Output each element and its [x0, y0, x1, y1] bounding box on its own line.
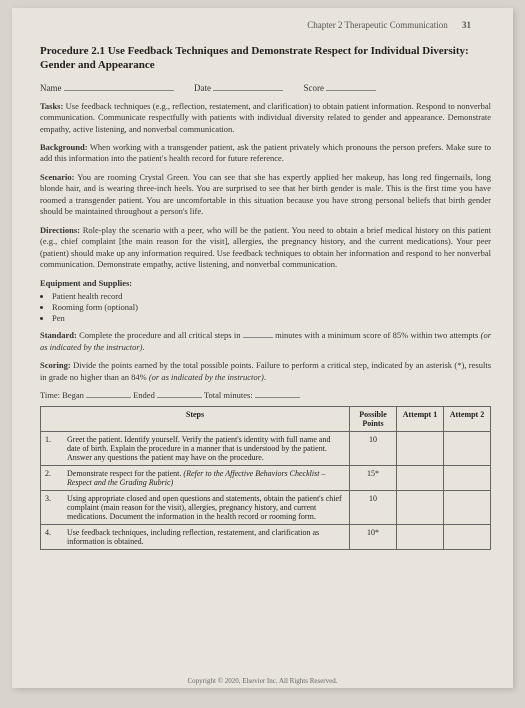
- step-num: 2.: [41, 466, 64, 491]
- scoring-text: Divide the points earned by the total po…: [40, 360, 491, 381]
- attempt1-cell[interactable]: [397, 466, 444, 491]
- tasks-section: Tasks: Use feedback techniques (e.g., re…: [40, 101, 491, 135]
- page-header: Chapter 2 Therapeutic Communication 31: [40, 20, 491, 30]
- page-container: Chapter 2 Therapeutic Communication 31 P…: [12, 8, 513, 688]
- step-text-plain: Demonstrate respect for the patient.: [67, 469, 183, 478]
- step-text: Use feedback techniques, including refle…: [63, 525, 350, 550]
- equipment-list: Patient health record Rooming form (opti…: [40, 291, 491, 323]
- score-label: Score: [304, 83, 325, 93]
- step-num: 1.: [41, 432, 64, 466]
- attempt2-cell[interactable]: [444, 466, 491, 491]
- step-text: Demonstrate respect for the patient. (Re…: [63, 466, 350, 491]
- step-text: Using appropriate closed and open questi…: [63, 491, 350, 525]
- background-text: When working with a transgender patient,…: [40, 142, 491, 163]
- attempt2-header: Attempt 2: [444, 407, 491, 432]
- date-label: Date: [194, 83, 211, 93]
- table-row: 1. Greet the patient. Identify yourself.…: [41, 432, 491, 466]
- standard-label: Standard:: [40, 330, 77, 340]
- copyright-footer: Copyright © 2020, Elsevier Inc. All Righ…: [12, 677, 513, 685]
- equipment-heading: Equipment and Supplies:: [40, 278, 491, 289]
- name-label: Name: [40, 83, 62, 93]
- step-points: 10*: [350, 525, 397, 550]
- directions-label: Directions:: [40, 225, 80, 235]
- equipment-label: Equipment and Supplies:: [40, 278, 132, 288]
- attempt1-cell[interactable]: [397, 432, 444, 466]
- scoring-label: Scoring:: [40, 360, 71, 370]
- page-number: 31: [462, 20, 471, 30]
- ended-blank[interactable]: [157, 397, 202, 398]
- steps-header: Steps: [41, 407, 350, 432]
- directions-text: Role-play the scenario with a peer, who …: [40, 225, 491, 269]
- step-points: 10: [350, 491, 397, 525]
- began-label: Began: [62, 390, 84, 400]
- began-blank[interactable]: [86, 397, 131, 398]
- table-row: 4. Use feedback techniques, including re…: [41, 525, 491, 550]
- table-row: 2. Demonstrate respect for the patient. …: [41, 466, 491, 491]
- attempt1-header: Attempt 1: [397, 407, 444, 432]
- background-label: Background:: [40, 142, 88, 152]
- step-num: 4.: [41, 525, 64, 550]
- steps-table: Steps Possible Points Attempt 1 Attempt …: [40, 406, 491, 550]
- attempt2-cell[interactable]: [444, 432, 491, 466]
- attempt2-cell[interactable]: [444, 491, 491, 525]
- step-points: 15*: [350, 466, 397, 491]
- directions-section: Directions: Role-play the scenario with …: [40, 225, 491, 271]
- total-blank[interactable]: [255, 397, 300, 398]
- attempt1-cell[interactable]: [397, 525, 444, 550]
- background-section: Background: When working with a transgen…: [40, 142, 491, 165]
- chapter-label: Chapter 2 Therapeutic Communication: [307, 20, 448, 30]
- possible-header: Possible Points: [350, 407, 397, 432]
- procedure-title: Procedure 2.1 Use Feedback Techniques an…: [40, 44, 491, 73]
- table-row: 3. Using appropriate closed and open que…: [41, 491, 491, 525]
- scenario-section: Scenario: You are rooming Crystal Green.…: [40, 172, 491, 218]
- table-header-row: Steps Possible Points Attempt 1 Attempt …: [41, 407, 491, 432]
- tasks-text: Use feedback techniques (e.g., reflectio…: [40, 101, 491, 134]
- list-item: Pen: [52, 313, 491, 323]
- scenario-text: You are rooming Crystal Green. You can s…: [40, 172, 491, 216]
- list-item: Patient health record: [52, 291, 491, 301]
- form-fields-row: Name Date Score: [40, 83, 491, 93]
- step-text: Greet the patient. Identify yourself. Ve…: [63, 432, 350, 466]
- date-blank[interactable]: [213, 90, 283, 91]
- scoring-section: Scoring: Divide the points earned by the…: [40, 360, 491, 383]
- standard-text-before: Complete the procedure and all critical …: [79, 330, 243, 340]
- scenario-label: Scenario:: [40, 172, 74, 182]
- step-num: 3.: [41, 491, 64, 525]
- tasks-label: Tasks:: [40, 101, 63, 111]
- attempt1-cell[interactable]: [397, 491, 444, 525]
- ended-label: Ended: [133, 390, 155, 400]
- time-row: Time: Began Ended Total minutes:: [40, 390, 491, 400]
- attempt2-cell[interactable]: [444, 525, 491, 550]
- list-item: Rooming form (optional): [52, 302, 491, 312]
- name-blank[interactable]: [64, 90, 174, 91]
- score-blank[interactable]: [326, 90, 376, 91]
- step-points: 10: [350, 432, 397, 466]
- minutes-blank[interactable]: [243, 337, 273, 338]
- time-prefix: Time:: [40, 390, 60, 400]
- standard-section: Standard: Complete the procedure and all…: [40, 330, 491, 353]
- total-label: Total minutes:: [204, 390, 253, 400]
